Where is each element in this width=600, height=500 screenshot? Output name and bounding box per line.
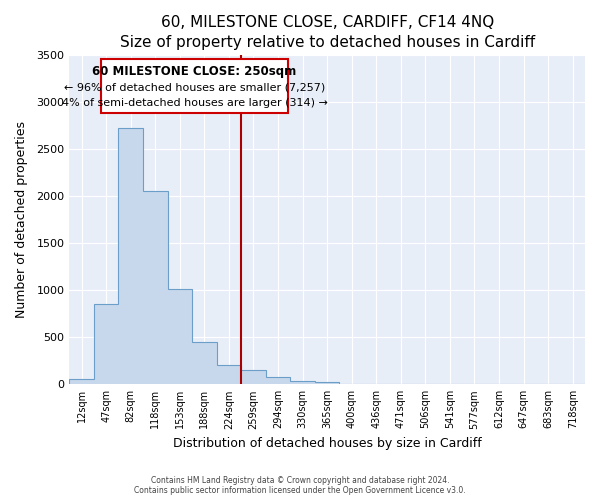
Title: 60, MILESTONE CLOSE, CARDIFF, CF14 4NQ
Size of property relative to detached hou: 60, MILESTONE CLOSE, CARDIFF, CF14 4NQ S… — [119, 15, 535, 50]
X-axis label: Distribution of detached houses by size in Cardiff: Distribution of detached houses by size … — [173, 437, 482, 450]
FancyBboxPatch shape — [101, 59, 288, 112]
Text: ← 96% of detached houses are smaller (7,257): ← 96% of detached houses are smaller (7,… — [64, 82, 325, 92]
Y-axis label: Number of detached properties: Number of detached properties — [15, 121, 28, 318]
Text: Contains HM Land Registry data © Crown copyright and database right 2024.
Contai: Contains HM Land Registry data © Crown c… — [134, 476, 466, 495]
Text: 60 MILESTONE CLOSE: 250sqm: 60 MILESTONE CLOSE: 250sqm — [92, 64, 296, 78]
Text: 4% of semi-detached houses are larger (314) →: 4% of semi-detached houses are larger (3… — [62, 98, 328, 108]
